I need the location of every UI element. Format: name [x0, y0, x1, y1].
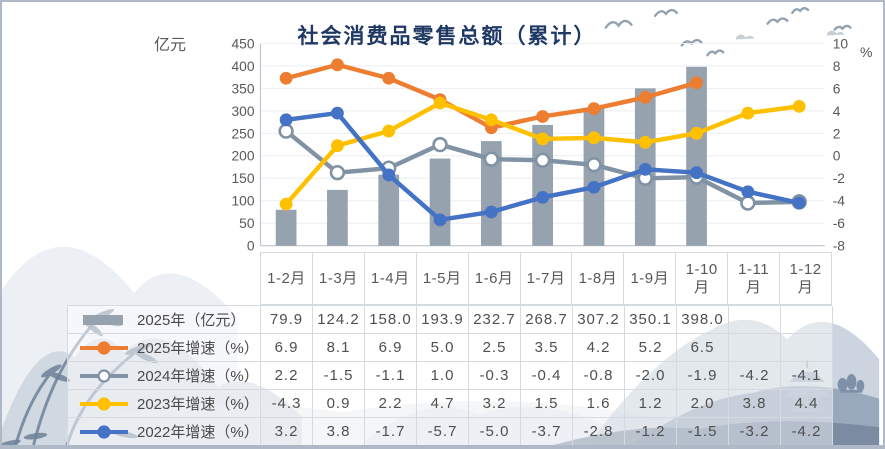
value-cell: 124.2 [313, 306, 365, 334]
column-header: 1-3月 [312, 253, 365, 305]
value-cell: 6.9 [365, 334, 417, 362]
line-swatch-icon [80, 340, 128, 355]
column-header: 1-6月 [468, 253, 521, 305]
value-cell: 3.8 [313, 418, 365, 445]
value-cell: -2.8 [573, 418, 625, 445]
data-table: 2025年（亿元） 79.9 124.2 158.0 193.9 232.7 268.7 30… [67, 305, 833, 445]
clouds [736, 30, 845, 40]
column-header: 1-11月 [728, 253, 781, 305]
value-cell: -3.2 [729, 418, 781, 445]
value-cell: 1.2 [625, 390, 677, 418]
column-header: 1-7月 [520, 253, 573, 305]
value-cell: 3.8 [729, 390, 781, 418]
value-cell: 268.7 [521, 306, 573, 334]
value-cell: 79.9 [261, 306, 313, 334]
value-cell: 8.1 [313, 334, 365, 362]
left-axis-unit-label: 亿元 [154, 37, 187, 54]
value-cell: -1.1 [365, 362, 417, 390]
value-cell: -5.7 [417, 418, 469, 445]
value-cell: 232.7 [469, 306, 521, 334]
legend-label: 2022年增速（%） [137, 424, 259, 441]
value-cell: -1.5 [313, 362, 365, 390]
column-header: 1-9月 [624, 253, 677, 305]
value-cell: 3.2 [469, 390, 521, 418]
value-cell: -0.3 [469, 362, 521, 390]
value-cell: 1.0 [417, 362, 469, 390]
line-swatch-icon [80, 396, 128, 411]
chart-title: 社会消费品零售总额（累计） [297, 25, 597, 48]
value-cell: 307.2 [573, 306, 625, 334]
bar-swatch-icon [83, 314, 123, 325]
value-cell: -3.7 [521, 418, 573, 445]
legend-cell: 2025年（亿元） [68, 306, 261, 334]
value-cell [729, 306, 781, 334]
column-header: 1-2月 [261, 253, 313, 305]
legend-label: 2024年增速（%） [137, 368, 259, 385]
legend-label: 2025年增速（%） [137, 340, 259, 357]
x-axis-header-row: 1-2月 1-3月 1-4月 1-5月 1-6月 1-7月 1-8月 1-9月 1-10月 1-1… [260, 252, 832, 305]
value-cell: 5.2 [625, 334, 677, 362]
value-cell: -2.0 [625, 362, 677, 390]
value-cell: 6.9 [261, 334, 313, 362]
line-swatch-icon [80, 368, 128, 383]
column-header: 1-12月 [780, 253, 832, 305]
value-cell: 1.5 [521, 390, 573, 418]
value-cell [781, 334, 833, 362]
value-cell: 158.0 [365, 306, 417, 334]
value-cell: 6.5 [677, 334, 729, 362]
value-cell: 350.1 [625, 306, 677, 334]
legend-label: 2023年增速（%） [137, 396, 259, 413]
value-cell: 4.4 [781, 390, 833, 418]
column-header: 1-5月 [416, 253, 469, 305]
legend-label: 2025年（亿元） [137, 312, 246, 329]
value-cell: 0.9 [313, 390, 365, 418]
mountain-right-front [553, 421, 880, 445]
value-cell [781, 306, 833, 334]
value-cell: -1.5 [677, 418, 729, 445]
column-header: 1-4月 [364, 253, 417, 305]
legend-cell: 2024年增速（%） [68, 362, 261, 390]
value-cell: -1.2 [625, 418, 677, 445]
value-cell: 2.2 [261, 362, 313, 390]
value-cell: 398.0 [677, 306, 729, 334]
birds [604, 6, 852, 57]
value-cell [729, 334, 781, 362]
value-cell: 2.0 [677, 390, 729, 418]
column-header: 1-10月 [676, 253, 729, 305]
value-cell: 2.5 [469, 334, 521, 362]
value-cell: 3.2 [261, 418, 313, 445]
value-cell: -4.2 [729, 362, 781, 390]
value-cell: 3.5 [521, 334, 573, 362]
value-cell: 2.2 [365, 390, 417, 418]
legend-cell: 2023年增速（%） [68, 390, 261, 418]
trees [837, 373, 865, 393]
value-cell: -1.9 [677, 362, 729, 390]
value-cell: 5.0 [417, 334, 469, 362]
value-cell: -4.1 [781, 362, 833, 390]
legend-cell: 2025年增速（%） [68, 334, 261, 362]
value-cell: -0.4 [521, 362, 573, 390]
value-cell: -0.8 [573, 362, 625, 390]
value-cell: 1.6 [573, 390, 625, 418]
value-cell: -4.2 [781, 418, 833, 445]
value-cell: -4.3 [261, 390, 313, 418]
column-header: 1-8月 [572, 253, 625, 305]
value-cell: 4.2 [573, 334, 625, 362]
line-swatch-icon [80, 424, 128, 439]
right-axis-unit-label: % [860, 44, 873, 60]
value-cell: 193.9 [417, 306, 469, 334]
value-cell: 4.7 [417, 390, 469, 418]
value-cell: -1.7 [365, 418, 417, 445]
legend-cell: 2022年增速（%） [68, 418, 261, 445]
value-cell: -5.0 [469, 418, 521, 445]
